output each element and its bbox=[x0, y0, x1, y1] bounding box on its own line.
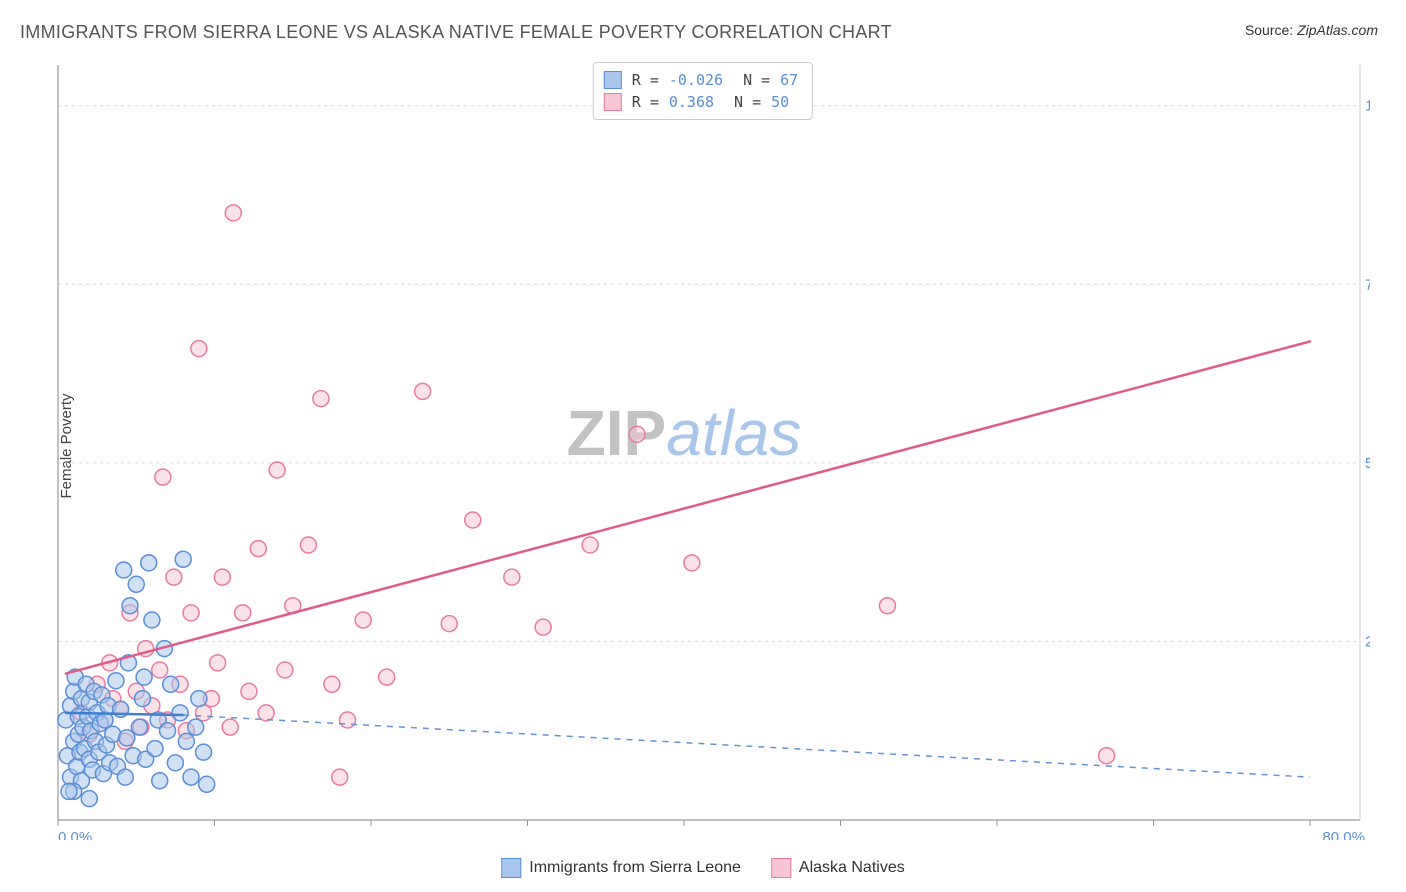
n-value-sierra-leone: 67 bbox=[780, 69, 798, 91]
scatter-chart-svg: 25.0% 50.0% 75.0% 100.0% 0.0% 80.0% ZIPatlas bbox=[50, 60, 1370, 840]
source-value: ZipAtlas.com bbox=[1297, 22, 1378, 38]
source-attribution: Source: ZipAtlas.com bbox=[1245, 22, 1378, 38]
r-value-sierra-leone: -0.026 bbox=[669, 69, 723, 91]
legend-row-alaska-natives: R = 0.368 N = 50 bbox=[604, 91, 798, 113]
svg-text:0.0%: 0.0% bbox=[58, 829, 92, 840]
n-label: N = bbox=[743, 69, 770, 91]
n-value-alaska-natives: 50 bbox=[771, 91, 789, 113]
correlation-legend: R = -0.026 N = 67 R = 0.368 N = 50 bbox=[593, 62, 813, 120]
r-label: R = bbox=[632, 69, 659, 91]
svg-text:ZIPatlas: ZIPatlas bbox=[567, 397, 802, 469]
series-legend: Immigrants from Sierra Leone Alaska Nati… bbox=[501, 858, 904, 878]
svg-text:25.0%: 25.0% bbox=[1365, 633, 1370, 650]
swatch-sierra-leone bbox=[604, 71, 622, 89]
swatch-sierra-leone-icon bbox=[501, 858, 521, 878]
svg-text:50.0%: 50.0% bbox=[1365, 455, 1370, 472]
legend-row-sierra-leone: R = -0.026 N = 67 bbox=[604, 69, 798, 91]
chart-title: IMMIGRANTS FROM SIERRA LEONE VS ALASKA N… bbox=[20, 22, 892, 43]
n-label: N = bbox=[734, 91, 761, 113]
svg-text:80.0%: 80.0% bbox=[1322, 829, 1365, 840]
r-label: R = bbox=[632, 91, 659, 113]
svg-text:75.0%: 75.0% bbox=[1365, 276, 1370, 293]
r-value-alaska-natives: 0.368 bbox=[669, 91, 714, 113]
legend-item-sierra-leone: Immigrants from Sierra Leone bbox=[501, 858, 741, 878]
swatch-alaska-natives-icon bbox=[771, 858, 791, 878]
source-label: Source: bbox=[1245, 22, 1297, 38]
svg-text:100.0%: 100.0% bbox=[1365, 98, 1370, 115]
swatch-alaska-natives bbox=[604, 93, 622, 111]
legend-label-alaska-natives: Alaska Natives bbox=[799, 859, 905, 876]
chart-plot-area: 25.0% 50.0% 75.0% 100.0% 0.0% 80.0% ZIPatlas bbox=[50, 60, 1370, 840]
legend-item-alaska-natives: Alaska Natives bbox=[771, 858, 905, 878]
legend-label-sierra-leone: Immigrants from Sierra Leone bbox=[529, 859, 741, 876]
